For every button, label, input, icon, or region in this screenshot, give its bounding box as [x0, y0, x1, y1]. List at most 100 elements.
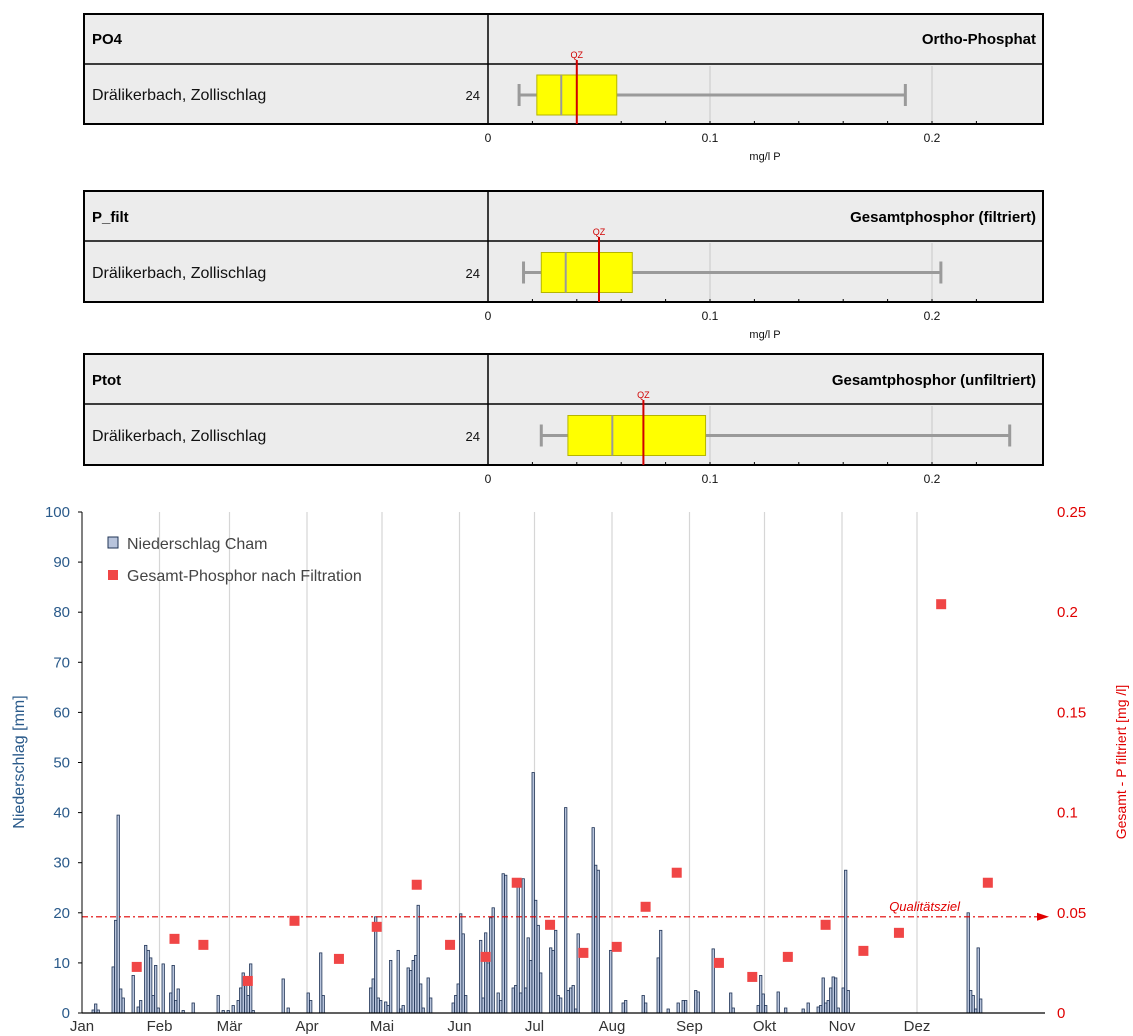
- precipitation-bar: [486, 962, 490, 1014]
- precipitation-bar: [511, 987, 515, 1014]
- precipitation-bar: [644, 1002, 648, 1014]
- precipitation-bar: [826, 1000, 830, 1014]
- phosphor-point: [545, 919, 556, 930]
- tick-label: 0: [485, 309, 492, 323]
- box-plot-po4: QZ: [517, 50, 977, 124]
- precipitation-bar: [114, 919, 118, 1014]
- precipitation-bar: [401, 1005, 405, 1014]
- precipitation-bar: [504, 874, 508, 1014]
- precipitation-bar: [286, 1007, 290, 1014]
- precipitation-bar: [801, 1008, 805, 1014]
- legend-points-swatch: [108, 570, 118, 580]
- month-label: Mär: [217, 1018, 243, 1035]
- precipitation-bar: [409, 970, 413, 1014]
- precipitation-bar: [376, 997, 380, 1014]
- precipitation-bar: [419, 983, 423, 1014]
- axis-ticks: 0 0.1 0.2: [485, 472, 941, 486]
- iqr-box: [567, 415, 707, 456]
- precipitation-bar: [171, 965, 175, 1014]
- panel-border: [83, 13, 1044, 125]
- precipitation-bar: [824, 1002, 828, 1014]
- precipitation-bar: [151, 995, 155, 1014]
- precipitation-bar: [641, 995, 645, 1014]
- phosphor-point: [511, 877, 522, 888]
- precipitation-bar: [576, 933, 580, 1014]
- precipitation-bar: [816, 1006, 820, 1014]
- precipitation-bar: [829, 987, 833, 1014]
- precipitation-bar: [319, 952, 323, 1014]
- precipitation-bar: [121, 997, 125, 1014]
- precipitation-bar: [156, 1007, 160, 1014]
- month-label: Jan: [70, 1018, 94, 1035]
- left-tick-label: 20: [53, 905, 70, 922]
- precipitation-bar: [566, 990, 570, 1014]
- phosphor-point: [858, 945, 869, 956]
- precipitation-bar: [481, 997, 485, 1014]
- left-tick-label: 10: [53, 955, 70, 972]
- precipitation-bar: [759, 975, 763, 1014]
- phosphor-point: [713, 957, 724, 968]
- boxplot-panel-ptot: Ptot Gesamtphosphor (unfiltriert) Drälik…: [83, 353, 1044, 486]
- phosphor-point: [371, 921, 382, 932]
- precipitation-bar: [571, 985, 575, 1014]
- legend-bars-swatch: [107, 536, 119, 549]
- right-tick-label: 0: [1057, 1005, 1065, 1022]
- panel-code: P_filt: [92, 209, 129, 226]
- left-tick-label: 40: [53, 805, 70, 822]
- precipitation-bar: [236, 1000, 240, 1014]
- precipitation-bar: [836, 1007, 840, 1014]
- month-label: Nov: [829, 1018, 856, 1035]
- left-tick-label: 100: [45, 504, 70, 521]
- precipitation-bar: [761, 993, 765, 1014]
- precipitation-bar: [729, 992, 733, 1014]
- precipitation-bar: [459, 913, 463, 1014]
- precipitation-bar: [421, 1007, 425, 1014]
- precipitation-bar: [806, 1002, 810, 1014]
- boxplot-panels: PO4 Ortho-Phosphat Drälikerbach, Zollisc…: [83, 13, 1044, 486]
- quality-target-label: Qualitätsziel: [889, 899, 961, 914]
- right-tick-label: 0.15: [1057, 704, 1086, 721]
- precipitation-bar: [841, 987, 845, 1014]
- precipitation-bar: [309, 1000, 313, 1014]
- precipitation-bar: [491, 907, 495, 1014]
- precipitation-bar: [516, 883, 520, 1014]
- precipitation-bar: [666, 1008, 670, 1014]
- precipitation-bar: [116, 814, 120, 1014]
- precipitation-bar: [146, 949, 150, 1014]
- precipitation-bar: [696, 991, 700, 1014]
- precipitation-bar: [844, 869, 848, 1014]
- precipitation-bar: [846, 990, 850, 1014]
- axis-unit: mg/l P: [749, 329, 780, 341]
- precipitation-bar: [529, 959, 533, 1014]
- left-tick-label: 90: [53, 554, 70, 571]
- month-label: Mai: [370, 1018, 394, 1035]
- right-tick-label: 0.05: [1057, 905, 1086, 922]
- quality-target-arrow: [1037, 912, 1049, 921]
- tick-label: 0.1: [702, 472, 719, 486]
- precipitation-phosphor-chart: Qualitätsziel 0 10 20 30 40 50 60 70 80 90 100 0 0.…: [11, 504, 1129, 1035]
- phosphor-point: [411, 879, 422, 890]
- precipitation-bar: [249, 963, 253, 1014]
- axis-ticks: 0 0.1 0.2: [485, 131, 941, 145]
- precipitation-bar: [569, 987, 573, 1014]
- precipitation-bar: [969, 990, 973, 1014]
- station-label: Drälikerbach, Zollischlag: [92, 428, 266, 445]
- panel-border: [83, 353, 1044, 466]
- phosphor-point: [671, 867, 682, 878]
- month-label: Feb: [147, 1018, 173, 1035]
- precipitation-bar: [161, 963, 165, 1014]
- precipitation-bar: [489, 917, 493, 1014]
- precipitation-bar: [139, 1000, 143, 1014]
- precipitation-bar: [321, 995, 325, 1014]
- precipitation-bar: [131, 975, 135, 1014]
- panel-background: [84, 354, 1043, 465]
- precipitation-bar: [976, 947, 980, 1014]
- precipitation-bar: [451, 1002, 455, 1014]
- precipitation-bar: [154, 965, 158, 1014]
- precipitation-bar: [551, 949, 555, 1014]
- panel-title: Gesamtphosphor (unfiltriert): [832, 372, 1036, 389]
- precipitation-bar: [174, 1000, 178, 1014]
- precipitation-bar: [231, 1005, 235, 1014]
- precipitation-bar: [454, 995, 458, 1014]
